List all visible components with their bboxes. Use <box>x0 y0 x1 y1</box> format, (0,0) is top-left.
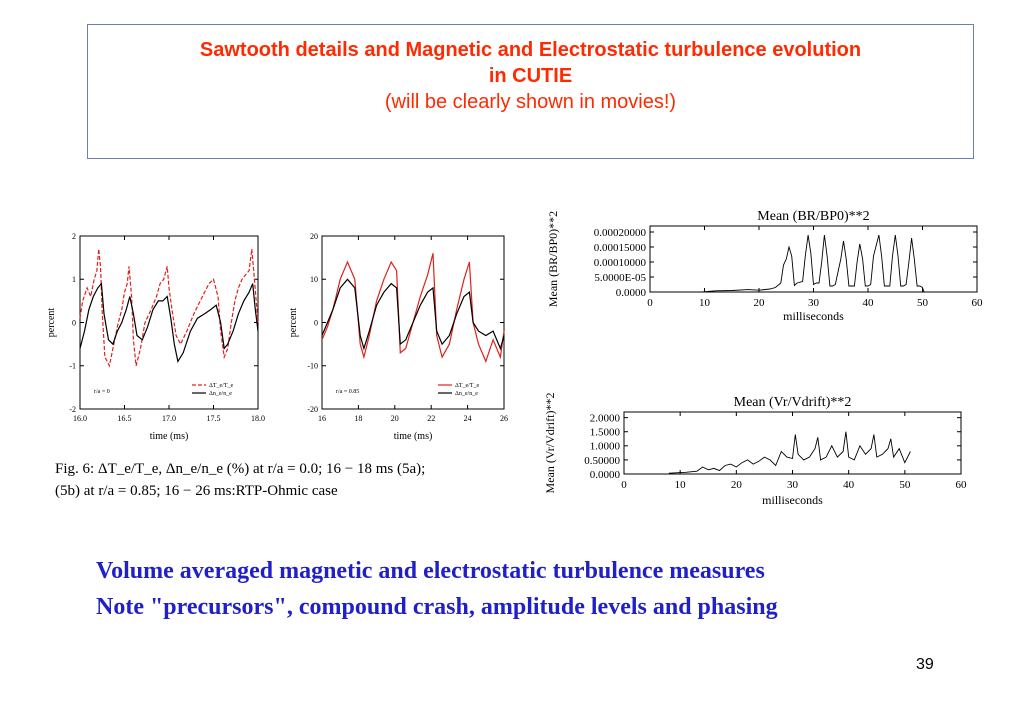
figure-caption-line1: Fig. 6: ΔT_e/T_e, Δn_e/n_e (%) at r/a = … <box>55 461 426 477</box>
series-line-0 <box>321 253 505 364</box>
x-tick-label: 17.0 <box>162 414 176 423</box>
x-tick-label: 10 <box>699 297 711 309</box>
y-tick-label: 0.0000 <box>590 469 621 481</box>
y-tick-label: 0.50000 <box>584 455 620 467</box>
x-tick-label: 50 <box>899 479 911 491</box>
panel-annotation: r/a = 0.85 <box>336 389 359 395</box>
y-axis-label: percent <box>288 308 299 338</box>
x-tick-label: 16.5 <box>118 414 132 423</box>
y-tick-label: -20 <box>307 405 318 414</box>
y-axis-label: percent <box>46 308 57 338</box>
x-tick-label: 40 <box>863 297 875 309</box>
x-tick-label: 20 <box>754 297 766 309</box>
x-tick-label: 17.5 <box>207 414 221 423</box>
chart-title: Mean (Vr/Vdrift)**2 <box>734 395 852 410</box>
chart-magnetic: 0 10 20 30 40 50 60 0.00020000 0.00015000 0.00010… <box>546 209 984 323</box>
series-line-0 <box>668 431 911 474</box>
y-tick-label: 0 <box>314 318 318 327</box>
x-tick-label: 20 <box>731 479 743 491</box>
x-axis-label: time (ms) <box>150 431 189 442</box>
figure-caption: Fig. 6: ΔT_e/T_e, Δn_e/n_e (%) at r/a = … <box>55 458 475 502</box>
legend-label: ΔT_e/T_e <box>455 383 480 389</box>
y-tick-label: -10 <box>307 362 318 371</box>
legend-label: Δn_e/n_e <box>209 391 232 397</box>
slide-title-box: Sawtooth details and Magnetic and Electr… <box>87 24 974 159</box>
y-tick-label: 0.00020000 <box>594 227 647 239</box>
y-tick-label: 1.0000 <box>590 441 621 453</box>
figure-caption-line2: (5b) at r/a = 0.85; 16 − 26 ms:RTP-Ohmic… <box>55 483 338 499</box>
chart-title: Mean (BR/BP0)**2 <box>757 209 869 224</box>
x-tick-label: 20 <box>391 414 399 423</box>
y-tick-label: 1.5000 <box>590 427 621 439</box>
y-tick-label: 5.0000E-05 <box>594 272 646 284</box>
y-tick-label: 1 <box>72 275 76 284</box>
y-tick-label: -1 <box>69 362 76 371</box>
chart-electrostatic: 0 10 20 30 40 50 60 2.0000 1.5000 1.0000 0.50000 0.… <box>543 393 968 507</box>
chart-5a: 16.0 16.5 17.0 17.5 18.0 2 1 0 -1 -2 time (ms) perc… <box>46 232 265 442</box>
legend-label: Δn_e/n_e <box>455 391 478 397</box>
series-line-1 <box>321 278 505 351</box>
y-tick-label: 2.0000 <box>590 412 621 424</box>
x-axis-label: time (ms) <box>394 431 433 442</box>
y-tick-label: 0.0000 <box>616 287 647 299</box>
conclusion-line1: Volume averaged magnetic and electrostat… <box>96 558 765 584</box>
y-tick-label: 0 <box>72 318 76 327</box>
x-tick-label: 26 <box>500 414 508 423</box>
x-tick-label: 50 <box>917 297 929 309</box>
y-tick-label: 0.00010000 <box>594 257 647 269</box>
x-tick-label: 18.0 <box>251 414 265 423</box>
x-tick-label: 24 <box>464 414 472 423</box>
x-tick-label: 16.0 <box>73 414 87 423</box>
x-tick-label: 16 <box>318 414 326 423</box>
series-line-1 <box>79 282 259 363</box>
slide-subtitle: (will be clearly shown in movies!) <box>384 91 677 113</box>
y-tick-label: 2 <box>72 232 76 241</box>
y-tick-label: 20 <box>310 232 318 241</box>
x-tick-label: 0 <box>621 479 627 491</box>
y-axis-label: Mean (BR/BP0)**2 <box>546 211 560 307</box>
x-tick-label: 60 <box>972 297 984 309</box>
y-tick-label: 0.00015000 <box>594 242 647 254</box>
x-axis-label: milliseconds <box>762 493 823 507</box>
plot-frame <box>623 411 962 475</box>
chart-5b: 16 18 20 22 24 26 20 10 0 -10 -20 time (ms) percent r… <box>288 232 508 442</box>
conclusion-line2: Note "precursors", compound crash, ampli… <box>96 594 778 620</box>
x-tick-label: 60 <box>956 479 968 491</box>
slide-title-line1: Sawtooth details and Magnetic and Electr… <box>199 39 862 61</box>
series-line-0 <box>79 248 259 368</box>
page-number: 39 <box>916 656 934 673</box>
x-tick-label: 40 <box>843 479 855 491</box>
series-line-0 <box>701 234 925 293</box>
y-tick-label: -2 <box>69 405 76 414</box>
panel-annotation: r/a = 0 <box>94 389 110 395</box>
y-axis-label: Mean (Vr/Vdrift)**2 <box>543 393 557 494</box>
x-axis-label: milliseconds <box>783 309 844 323</box>
x-tick-label: 22 <box>427 414 435 423</box>
x-tick-label: 0 <box>647 297 653 309</box>
y-tick-label: 10 <box>310 275 318 284</box>
x-tick-label: 10 <box>675 479 687 491</box>
x-tick-label: 30 <box>787 479 799 491</box>
slide-title-line2: in CUTIE <box>488 65 573 87</box>
legend-label: ΔT_e/T_e <box>209 383 234 389</box>
x-tick-label: 30 <box>808 297 820 309</box>
x-tick-label: 18 <box>354 414 362 423</box>
